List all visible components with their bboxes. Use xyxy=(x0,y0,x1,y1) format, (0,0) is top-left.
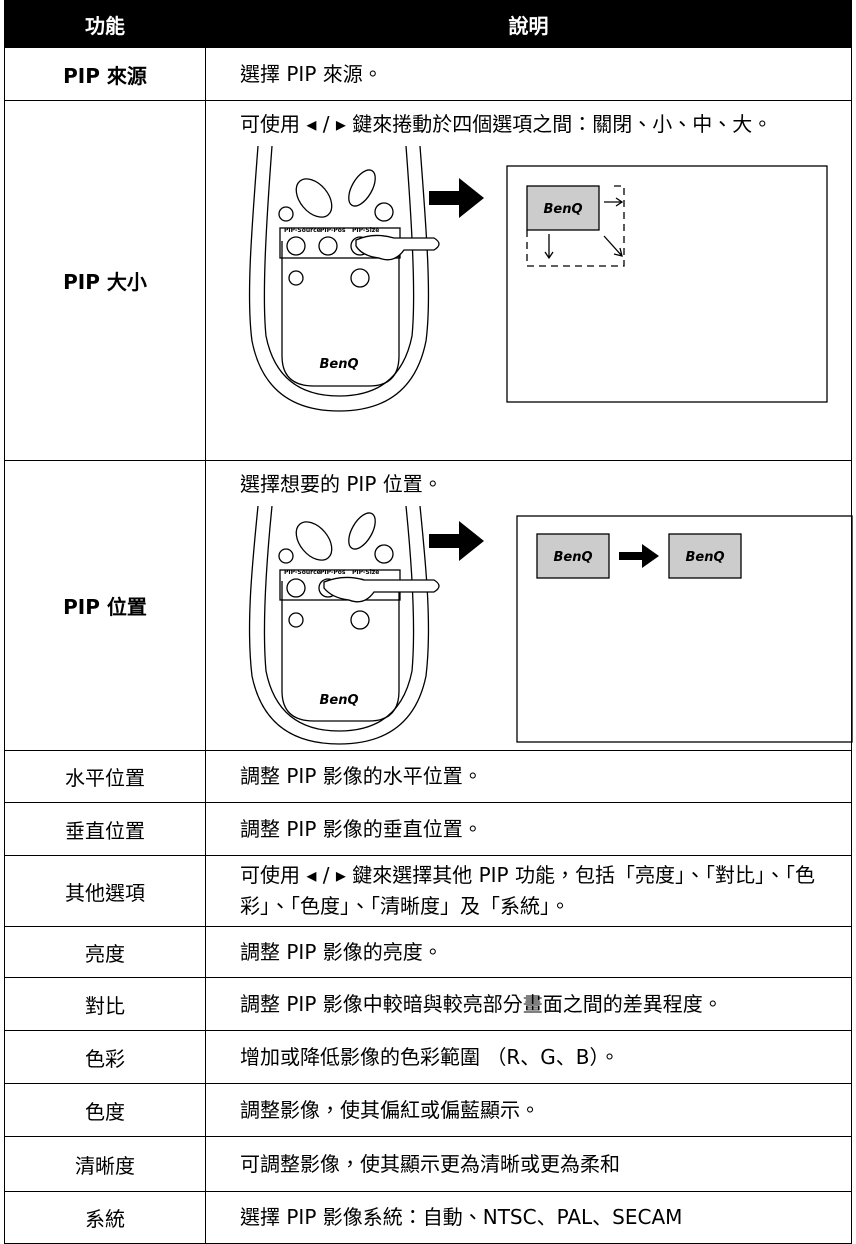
logo: BenQ xyxy=(543,202,582,217)
description: 選擇 PIP 來源。 xyxy=(205,47,852,101)
button-label: PIP-Pos xyxy=(320,227,346,234)
description: 選擇想要的 PIP 位置。 xyxy=(240,472,443,496)
row: 其他選項 可使用 ◂ / ▸ 鍵來選擇其他 PIP 功能，包括「亮度」、「對比」… xyxy=(4,855,852,927)
function: 垂直位置 xyxy=(4,802,206,856)
row: PIP 來源 選擇 PIP 來源。 xyxy=(4,47,852,101)
logo: BenQ xyxy=(319,693,358,708)
function: 色度 xyxy=(4,1083,206,1137)
description: 可使用 ◂ / ▸ 鍵來選擇其他 PIP 功能，包括「亮度」、「對比」、「色彩」… xyxy=(205,855,852,927)
header-row: 功能 說明 xyxy=(4,0,852,48)
function: 系統 xyxy=(4,1191,206,1244)
description: 調整 PIP 影像中較暗與較亮部分畫面之間的差異程度。 xyxy=(205,977,852,1031)
function: 水平位置 xyxy=(4,750,206,803)
description: 增加或降低影像的色彩範圍 （R、G、B）。 xyxy=(205,1030,852,1084)
logo: BenQ xyxy=(553,550,592,565)
description: 選擇 PIP 影像系統：自動、NTSC、PAL、SECAM xyxy=(205,1191,852,1244)
function: PIP 位置 xyxy=(4,460,206,751)
description: 可使用 ◂ / ▸ 鍵來捲動於四個選項之間：關閉、小、中、大。 xyxy=(240,112,773,136)
row: 清晰度 可調整影像，使其顯示更為清晰或更為柔和 xyxy=(4,1136,852,1192)
row: PIP 大小 可使用 ◂ / ▸ 鍵來捲動於四個選項之間：關閉、小、中、大。 xyxy=(4,100,852,461)
row: 色度 調整影像，使其偏紅或偏藍顯示。 xyxy=(4,1083,852,1137)
row: 系統 選擇 PIP 影像系統：自動、NTSC、PAL、SECAM xyxy=(4,1191,852,1244)
logo: BenQ xyxy=(685,550,724,565)
description: 調整 PIP 影像的水平位置。 xyxy=(205,750,852,803)
row: 對比 調整 PIP 影像中較暗與較亮部分畫面之間的差異程度。 xyxy=(4,977,852,1031)
header-cell: 功能 xyxy=(4,0,206,48)
function: 清晰度 xyxy=(4,1136,206,1192)
description: 調整 PIP 影像的垂直位置。 xyxy=(205,802,852,856)
header-cell: 說明 xyxy=(205,0,852,48)
function: 對比 xyxy=(4,977,206,1031)
description: 調整影像，使其偏紅或偏藍顯示。 xyxy=(205,1083,852,1137)
function: PIP 大小 xyxy=(4,100,206,461)
description: 調整 PIP 影像的亮度。 xyxy=(205,926,852,978)
description-cell: 可使用 ◂ / ▸ 鍵來捲動於四個選項之間：關閉、小、中、大。 xyxy=(205,100,852,461)
logo: BenQ xyxy=(319,357,358,372)
pip-position-figure: PIP-Source PIP-Pos PIP-Size BenQ BenQ Be… xyxy=(248,506,853,745)
row: 亮度 調整 PIP 影像的亮度。 xyxy=(4,926,852,978)
row: PIP 位置 選擇想要的 PIP 位置。 PIP-Sou xyxy=(4,460,853,751)
row: 水平位置 調整 PIP 影像的水平位置。 xyxy=(4,750,852,803)
button-label: PIP-Size xyxy=(352,227,379,234)
button-label: PIP-Size xyxy=(352,569,379,576)
function: 亮度 xyxy=(4,926,206,978)
pip-size-figure: PIP-Source PIP-Pos PIP-Size BenQ BenQ xyxy=(248,146,828,412)
button-label: PIP-Source xyxy=(284,569,321,576)
function-table: 功能 說明 PIP 來源 選擇 PIP 來源。 PIP 大小 可使用 ◂ / ▸… xyxy=(4,0,853,1244)
row: 垂直位置 調整 PIP 影像的垂直位置。 xyxy=(4,802,852,856)
description-cell: 選擇想要的 PIP 位置。 PIP-Source PIP- xyxy=(205,460,853,751)
row: 色彩 增加或降低影像的色彩範圍 （R、G、B）。 xyxy=(4,1030,852,1084)
button-label: PIP-Pos xyxy=(320,569,346,576)
button-label: PIP-Source xyxy=(284,227,321,234)
function: 色彩 xyxy=(4,1030,206,1084)
function: 其他選項 xyxy=(4,855,206,927)
function: PIP 來源 xyxy=(4,47,206,101)
description: 可調整影像，使其顯示更為清晰或更為柔和 xyxy=(205,1136,852,1192)
